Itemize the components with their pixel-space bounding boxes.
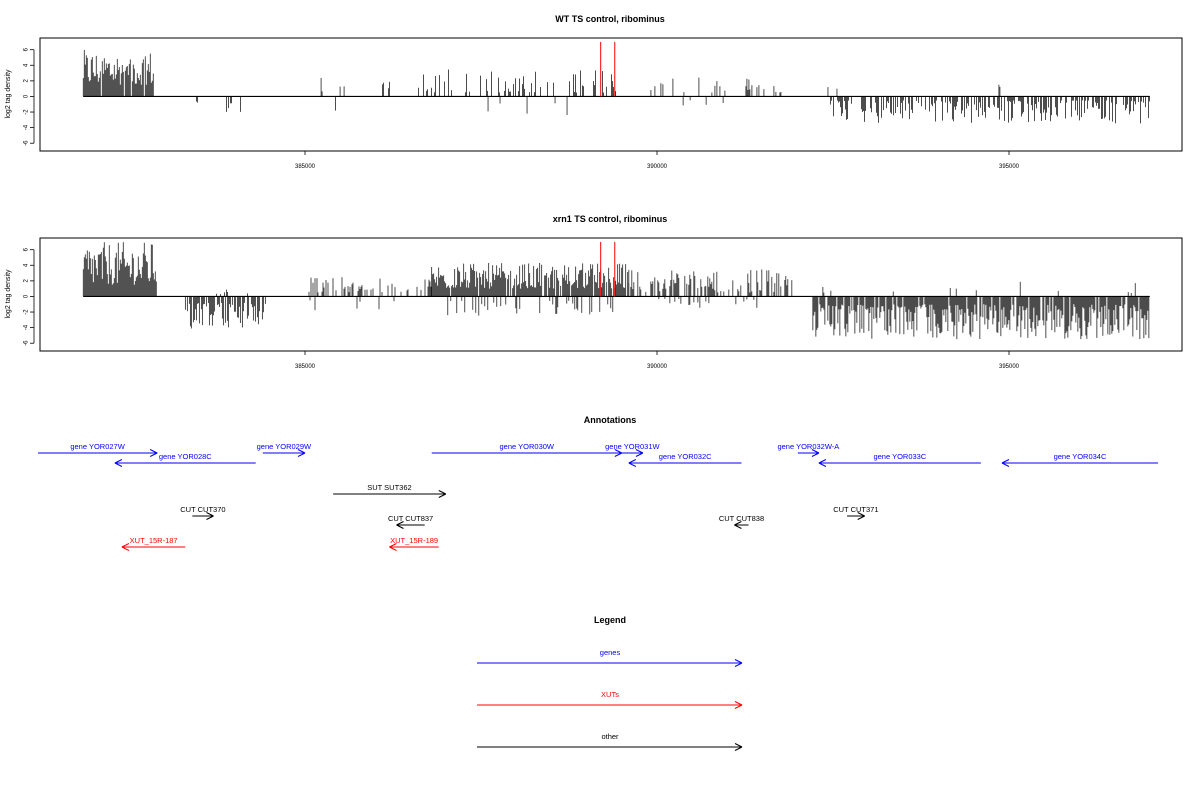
feature-arrow [396,521,425,529]
xrn1-track-title: xrn1 TS control, ribominus [553,214,668,224]
feature-label: SUT SUT362 [367,483,411,492]
feature-label: gene YOR027W [70,442,125,451]
feature-arrow [38,449,158,457]
legend-panel: Legend genes XUTs other [477,615,743,751]
y-tick-label: -4 [24,124,30,130]
legend-label: genes [600,648,621,657]
feature-label: gene YOR029W [257,442,312,451]
feature-arrow [114,459,256,467]
legend-label: other [601,732,619,741]
legend-arrow [477,701,743,709]
y-tick-label: 4 [24,263,30,267]
feature-label: gene YOR034C [1054,452,1107,461]
feature-arrow [333,490,447,498]
feature-label: CUT CUT371 [833,505,878,514]
wt-bars [82,41,1150,124]
feature-label: XUT_15R-189 [390,536,438,545]
wt-track-panel: WT TS control, ribominus log2 tag densit… [5,14,1183,170]
feature-label: gene YOR032W-A [777,442,839,451]
y-tick-label: -2 [24,109,30,115]
feature-label: gene YOR032C [659,452,712,461]
legend-arrow [477,659,743,667]
feature-label: CUT CUT837 [388,514,433,523]
xrn1-track-panel: xrn1 TS control, ribominus log2 tag dens… [5,214,1183,370]
feature-arrow [621,449,644,457]
feature-arrow [121,543,186,551]
feature-arrow [1001,459,1158,467]
feature-label: gene YOR028C [159,452,212,461]
legend-title: Legend [594,615,626,625]
feature-label: CUT CUT370 [180,505,225,514]
xrn1-y-axis-label: log2 tag density [5,269,12,319]
legend-items: genes XUTs other [477,648,743,751]
x-tick-label: 385000 [295,364,316,370]
y-tick-label: 0 [24,294,30,298]
feature-arrow [818,459,981,467]
x-tick-label: 385000 [295,164,316,170]
y-tick-label: 6 [24,47,30,51]
xrn1-bars [82,241,1150,340]
feature-arrow [389,543,439,551]
y-tick-label: 0 [24,94,30,98]
y-tick-label: 2 [24,279,30,283]
y-tick-label: 6 [24,247,30,251]
annotations-title: Annotations [584,415,637,425]
xrn1-plot-frame [39,237,1183,352]
x-tick-label: 390000 [647,164,668,170]
y-tick-label: -2 [24,309,30,315]
feature-label: CUT CUT838 [719,514,764,523]
y-tick-label: 4 [24,63,30,67]
y-tick-label: -6 [24,140,30,146]
wt-axes: 6 4 2 0 -2 -4 -6 385000 390000 395000 [24,47,1020,170]
feature-arrow [797,449,820,457]
legend-arrow [477,743,743,751]
feature-label: gene YOR033C [873,452,926,461]
feature-arrow [734,521,749,529]
x-tick-label: 390000 [647,364,668,370]
feature-arrow [628,459,742,467]
feature-label: gene YOR030W [500,442,555,451]
annotation-features: gene YOR027W gene YOR028C gene YOR029W gene… [38,442,1158,551]
legend-label: XUTs [601,690,619,699]
feature-label: XUT_15R-187 [130,536,178,545]
y-tick-label: -6 [24,340,30,346]
feature-arrow [262,449,306,457]
feature-label: gene YOR031W [605,442,660,451]
wt-track-title: WT TS control, ribominus [555,14,665,24]
feature-arrow [847,512,865,520]
x-tick-label: 395000 [999,364,1020,370]
wt-y-axis-label: log2 tag density [5,69,12,119]
y-tick-label: -4 [24,324,30,330]
xrn1-axes: 6 4 2 0 -2 -4 -6 385000 390000 395000 [24,247,1020,370]
feature-arrow [192,512,214,520]
feature-arrow [431,449,623,457]
wt-plot-frame [39,37,1183,152]
y-tick-label: 2 [24,79,30,83]
x-tick-label: 395000 [999,164,1020,170]
